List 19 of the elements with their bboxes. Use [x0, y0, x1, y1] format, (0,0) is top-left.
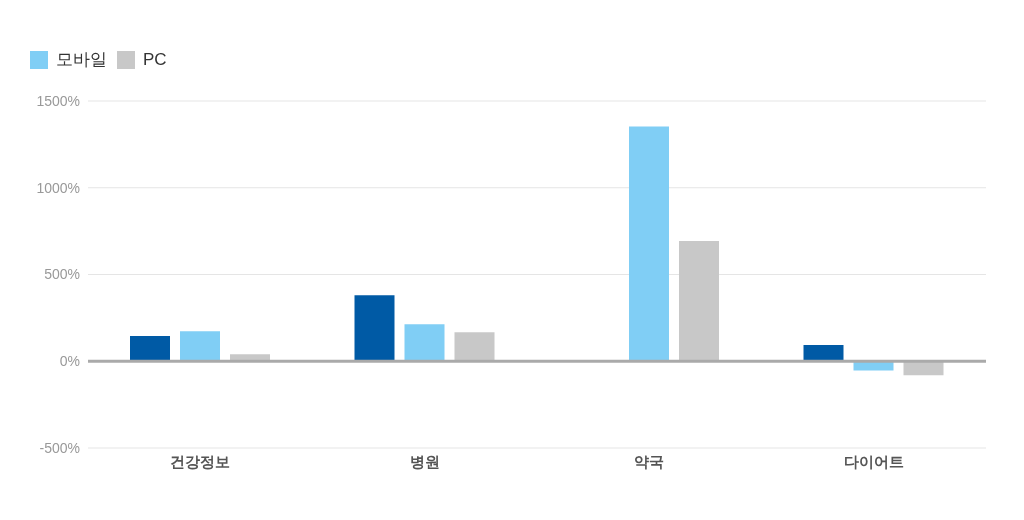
bar [803, 345, 844, 362]
x-tick-label: 다이어트 [843, 452, 904, 470]
legend-label: PC [143, 49, 167, 70]
bar [130, 336, 170, 362]
x-tick-label: 병원 [409, 452, 440, 470]
x-tick-label: 건강정보 [170, 452, 231, 470]
bar [679, 241, 719, 362]
bar [404, 324, 445, 362]
y-tick-label: -500% [39, 439, 80, 456]
bar [180, 331, 220, 362]
bar [354, 295, 395, 362]
y-tick-label: 500% [44, 266, 80, 283]
legend-label: 모바일 [56, 49, 107, 71]
bar [629, 126, 669, 362]
bar [454, 332, 495, 362]
x-tick-label: 약국 [634, 452, 665, 470]
y-tick-label: 1000% [36, 179, 80, 196]
y-tick-label: 0% [59, 353, 80, 370]
y-tick-label: 1500% [36, 92, 80, 109]
